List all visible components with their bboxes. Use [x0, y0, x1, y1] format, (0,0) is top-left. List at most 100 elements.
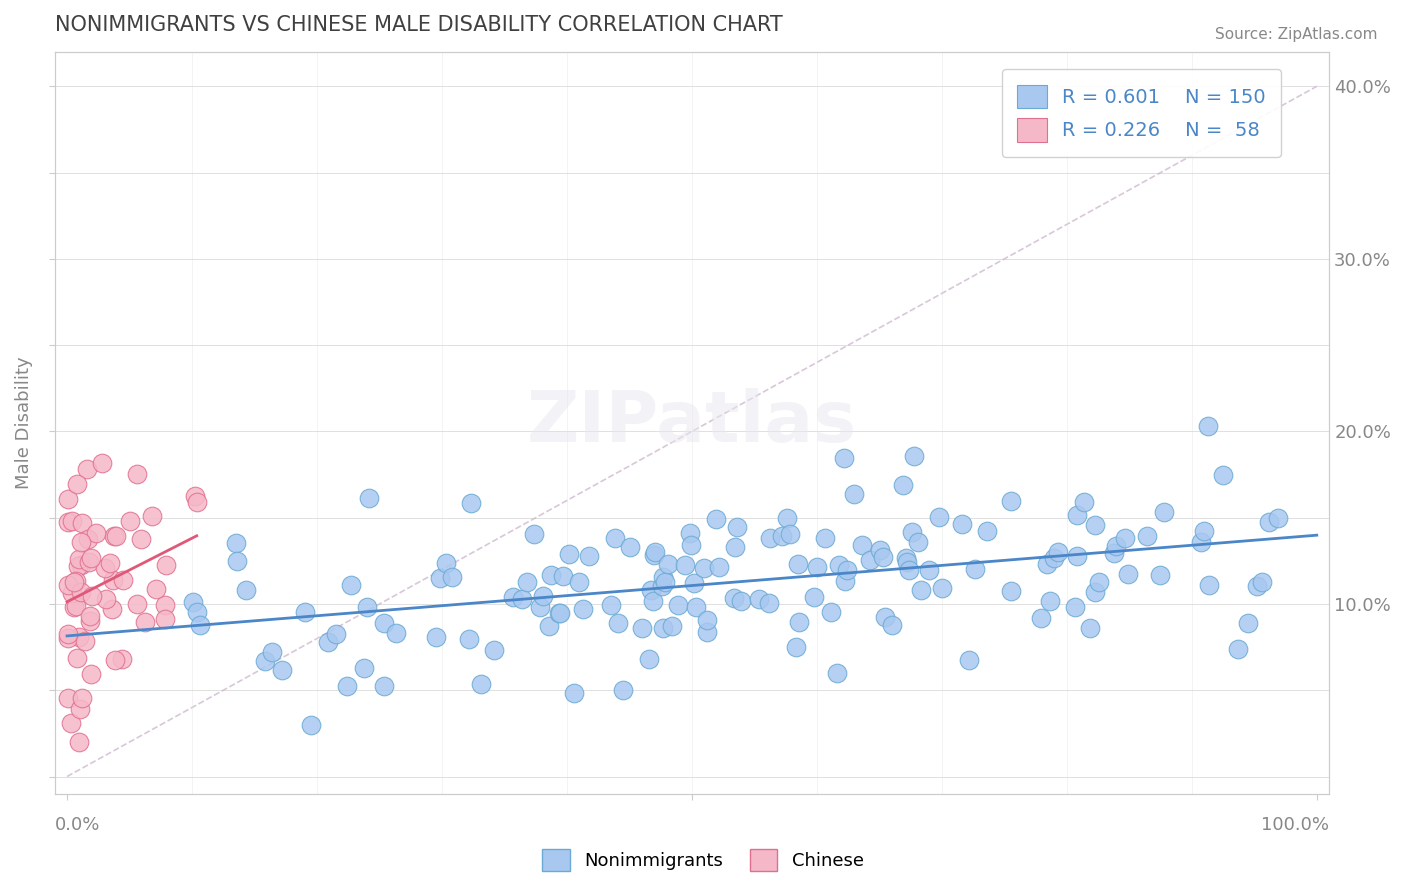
Point — [1246, 579, 1268, 593]
Point — [963, 562, 986, 576]
Point — [1136, 529, 1159, 543]
Point — [62, 574, 84, 589]
Point — [652, 621, 675, 635]
Point — [69, 584, 91, 599]
Point — [1198, 577, 1220, 591]
Point — [551, 568, 574, 582]
Point — [683, 576, 706, 591]
Point — [548, 607, 571, 621]
Point — [1116, 566, 1139, 581]
Point — [806, 560, 828, 574]
Point — [872, 550, 894, 565]
Point — [1084, 584, 1107, 599]
Point — [66, 651, 89, 665]
Point — [537, 619, 560, 633]
Point — [1105, 539, 1128, 553]
Point — [835, 563, 858, 577]
Point — [834, 574, 856, 588]
Point — [1073, 495, 1095, 509]
Point — [112, 574, 135, 588]
Point — [654, 575, 676, 590]
Point — [101, 602, 124, 616]
Point — [1000, 494, 1022, 508]
Point — [67, 735, 90, 749]
Point — [429, 571, 451, 585]
Point — [1084, 518, 1107, 533]
Point — [704, 512, 727, 526]
Point — [80, 667, 103, 681]
Point — [103, 573, 125, 587]
Point — [340, 578, 363, 592]
Point — [373, 679, 395, 693]
Point — [842, 487, 865, 501]
Point — [72, 691, 94, 706]
Point — [568, 575, 591, 590]
Point — [425, 631, 447, 645]
Point — [235, 582, 257, 597]
Point — [880, 618, 903, 632]
Point — [69, 702, 91, 716]
Text: 100.0%: 100.0% — [1261, 816, 1329, 834]
Point — [67, 630, 90, 644]
Point — [69, 534, 91, 549]
Point — [770, 529, 793, 543]
Point — [668, 599, 690, 613]
Point — [470, 676, 492, 690]
Point — [186, 495, 208, 509]
Point — [918, 563, 941, 577]
Point — [77, 555, 100, 569]
Point — [657, 558, 679, 572]
Point — [523, 527, 546, 541]
Point — [325, 627, 347, 641]
Point — [58, 626, 80, 640]
Point — [851, 538, 873, 552]
Point — [458, 632, 481, 647]
Point — [353, 660, 375, 674]
Point — [896, 555, 918, 569]
Point — [776, 510, 799, 524]
Point — [94, 592, 117, 607]
Point — [79, 614, 101, 628]
Text: NONIMMIGRANTS VS CHINESE MALE DISABILITY CORRELATION CHART: NONIMMIGRANTS VS CHINESE MALE DISABILITY… — [55, 15, 782, 35]
Point — [184, 489, 207, 503]
Point — [155, 558, 177, 573]
Point — [606, 616, 628, 631]
Point — [69, 558, 91, 573]
Point — [1149, 568, 1171, 582]
Point — [957, 653, 980, 667]
Point — [1039, 593, 1062, 607]
Point — [1212, 468, 1234, 483]
Point — [637, 652, 659, 666]
Point — [540, 568, 562, 582]
Point — [910, 582, 932, 597]
Point — [787, 558, 810, 572]
Point — [299, 718, 322, 732]
Point — [1047, 544, 1070, 558]
Point — [891, 478, 914, 492]
Point — [529, 599, 551, 614]
Point — [725, 520, 748, 534]
Point — [950, 516, 973, 531]
Point — [558, 547, 581, 561]
Point — [484, 643, 506, 657]
Point — [1153, 505, 1175, 519]
Point — [58, 578, 80, 592]
Point — [111, 652, 134, 666]
Point — [226, 554, 249, 568]
Point — [643, 548, 665, 562]
Point — [225, 535, 247, 549]
Point — [869, 542, 891, 557]
Point — [84, 525, 107, 540]
Legend: R = 0.601    N = 150, R = 0.226    N =  58: R = 0.601 N = 150, R = 0.226 N = 58 — [1002, 69, 1281, 157]
Point — [65, 599, 87, 613]
Point — [58, 515, 80, 529]
Point — [80, 590, 103, 604]
Point — [562, 686, 585, 700]
Point — [373, 615, 395, 630]
Point — [294, 605, 316, 619]
Point — [1226, 641, 1249, 656]
Point — [643, 594, 665, 608]
Point — [104, 528, 127, 542]
Point — [834, 450, 856, 465]
Point — [640, 582, 662, 597]
